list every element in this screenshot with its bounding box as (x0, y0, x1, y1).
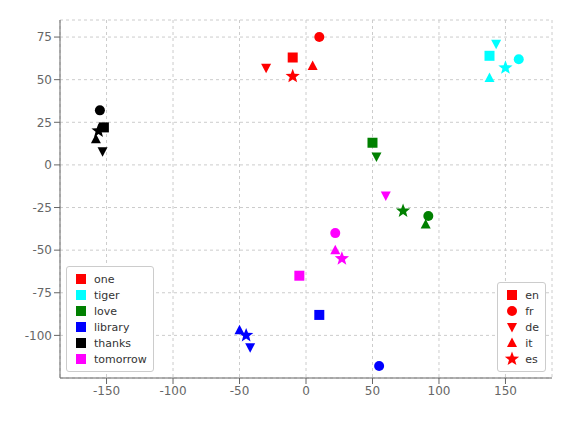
html-text:tiger: tiger (94, 288, 120, 302)
svg-text:-50: -50 (230, 384, 250, 398)
html-text:library: library (94, 320, 130, 334)
html-text:it: it (525, 336, 533, 350)
html-text:tomorrow: tomorrow (94, 352, 147, 366)
svg-text:25: 25 (37, 116, 52, 130)
svg-text:50: 50 (365, 384, 380, 398)
html-text:de: de (525, 320, 539, 334)
svg-text:-50: -50 (32, 243, 52, 257)
svg-text:150: 150 (494, 384, 517, 398)
svg-text:75: 75 (37, 30, 52, 44)
svg-text:0: 0 (44, 158, 52, 172)
svg-text:50: 50 (37, 73, 52, 87)
svg-text:100: 100 (428, 384, 451, 398)
html-text:en: en (525, 288, 539, 302)
svg-text:-100: -100 (159, 384, 186, 398)
html-text:one: one (94, 272, 115, 286)
svg-text:-75: -75 (32, 286, 52, 300)
svg-text:-25: -25 (32, 201, 52, 215)
svg-text:-100: -100 (25, 329, 52, 343)
svg-text:0: 0 (302, 384, 310, 398)
html-text:fr: fr (525, 304, 534, 318)
svg-text:-150: -150 (93, 384, 120, 398)
html-text:love: love (94, 304, 118, 318)
html-text:thanks: thanks (94, 336, 132, 350)
html-text:es: es (525, 352, 538, 366)
